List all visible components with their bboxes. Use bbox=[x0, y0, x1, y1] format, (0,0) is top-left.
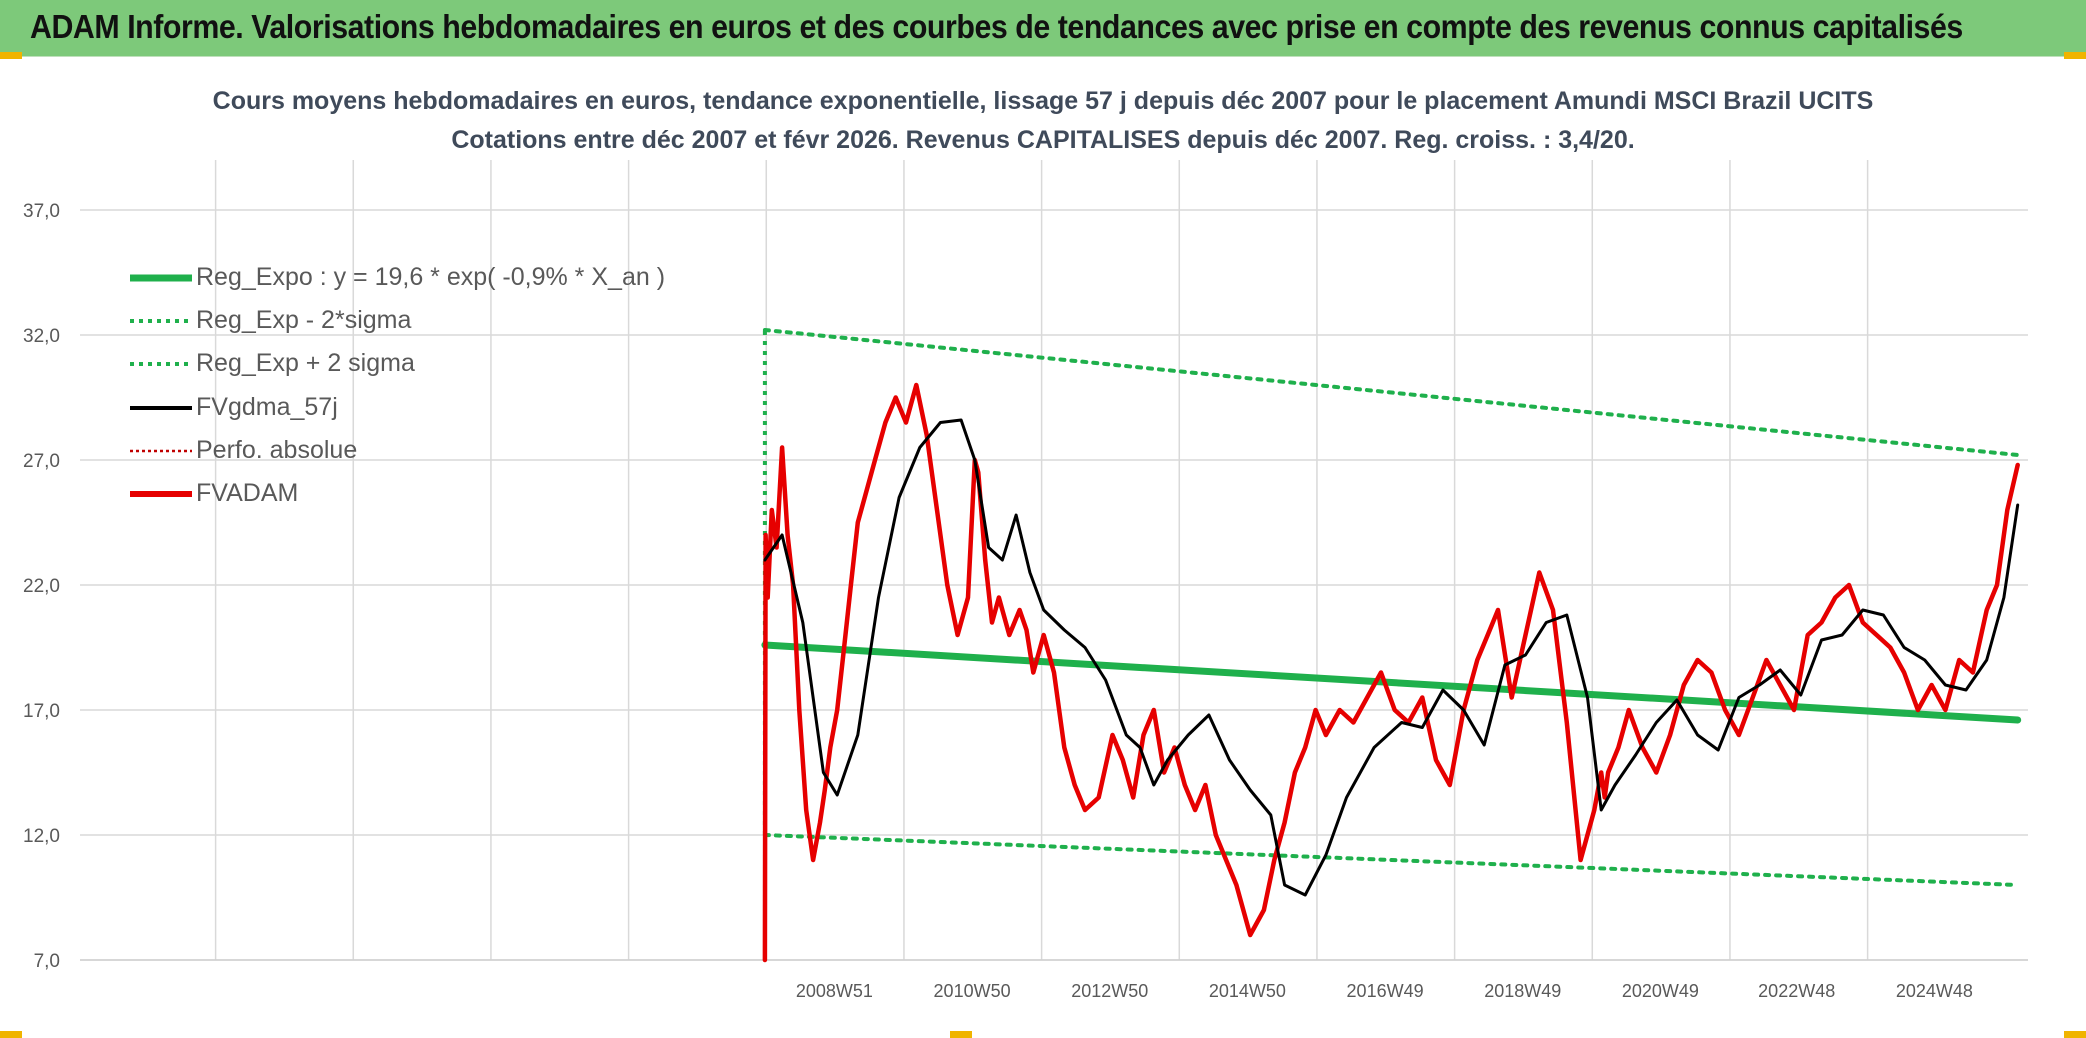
series-line-reg-exp-plus bbox=[762, 328, 2020, 457]
x-tick-label: 2014W50 bbox=[1209, 981, 1286, 1001]
chart-area: Cours moyens hebdomadaires en euros, ten… bbox=[0, 57, 2086, 1038]
legend-swatch-reg-expo bbox=[130, 274, 192, 282]
y-tick-label: 32,0 bbox=[23, 326, 60, 347]
x-tick-label: 2012W50 bbox=[1071, 981, 1148, 1001]
legend-label-reg-expo: Reg_Expo : y = 19,6 * exp( -0,9% * X_an … bbox=[196, 263, 666, 291]
y-tick-label: 27,0 bbox=[23, 451, 60, 472]
legend-label-reg-exp-plus: Reg_Exp + 2 sigma bbox=[196, 349, 415, 377]
legend-label-fvadam: FVADAM bbox=[196, 479, 299, 507]
legend-swatch-reg-exp-plus bbox=[130, 362, 192, 366]
y-tick-label: 37,0 bbox=[23, 201, 60, 222]
y-tick-label: 22,0 bbox=[23, 576, 60, 597]
series-line-reg-exp-minus bbox=[762, 833, 2020, 887]
grid-layer bbox=[80, 160, 2028, 961]
x-tick-label: 2010W50 bbox=[934, 981, 1011, 1001]
axis-layer: 7,0 12,0 17,0 22,0 27,0 32,0 37,0 2008W51 2010W5… bbox=[23, 201, 2028, 1001]
corner-marker-top-right bbox=[2064, 52, 2086, 59]
x-tick-label: 2008W51 bbox=[796, 981, 873, 1001]
corner-marker-top-left bbox=[0, 52, 22, 59]
chart-title: Cours moyens hebdomadaires en euros, ten… bbox=[212, 87, 1874, 115]
corner-marker-bottom-center bbox=[950, 1031, 972, 1038]
x-tick-label: 2016W49 bbox=[1347, 981, 1424, 1001]
series-line-fvadam bbox=[762, 382, 2020, 963]
x-tick-label: 2018W49 bbox=[1484, 981, 1561, 1001]
y-tick-label: 12,0 bbox=[23, 826, 60, 847]
chart-subtitle: Cotations entre déc 2007 et févr 2026. R… bbox=[451, 126, 1635, 154]
series-line-reg-expo bbox=[761, 641, 2022, 724]
y-tick-label: 17,0 bbox=[23, 701, 60, 722]
x-tick-label: 2024W48 bbox=[1896, 981, 1973, 1001]
series-layer bbox=[761, 328, 2022, 963]
corner-marker-bottom-left bbox=[0, 1031, 22, 1038]
legend-swatch-fvadam bbox=[130, 491, 192, 497]
report-header: ADAM Informe. Valorisations hebdomadaire… bbox=[0, 0, 2086, 57]
corner-marker-bottom-right bbox=[2064, 1031, 2086, 1038]
chart-plot: 7,0 12,0 17,0 22,0 27,0 32,0 37,0 2008W51 2010W5… bbox=[23, 160, 2028, 1001]
legend-swatch-reg-exp-minus bbox=[130, 319, 192, 323]
legend-label-reg-exp-minus: Reg_Exp - 2*sigma bbox=[196, 306, 412, 334]
y-tick-label: 7,0 bbox=[34, 951, 60, 972]
legend-label-perfo: Perfo. absolue bbox=[196, 436, 358, 464]
x-tick-label: 2020W49 bbox=[1622, 981, 1699, 1001]
report-title: ADAM Informe. Valorisations hebdomadaire… bbox=[30, 8, 1963, 45]
legend-label-fvgdma: FVgdma_57j bbox=[196, 393, 338, 421]
series-line-fvgdma bbox=[763, 418, 2020, 897]
x-tick-label: 2022W48 bbox=[1758, 981, 1835, 1001]
legend-swatch-perfo bbox=[130, 449, 192, 453]
legend-swatch-fvgdma bbox=[130, 406, 192, 410]
